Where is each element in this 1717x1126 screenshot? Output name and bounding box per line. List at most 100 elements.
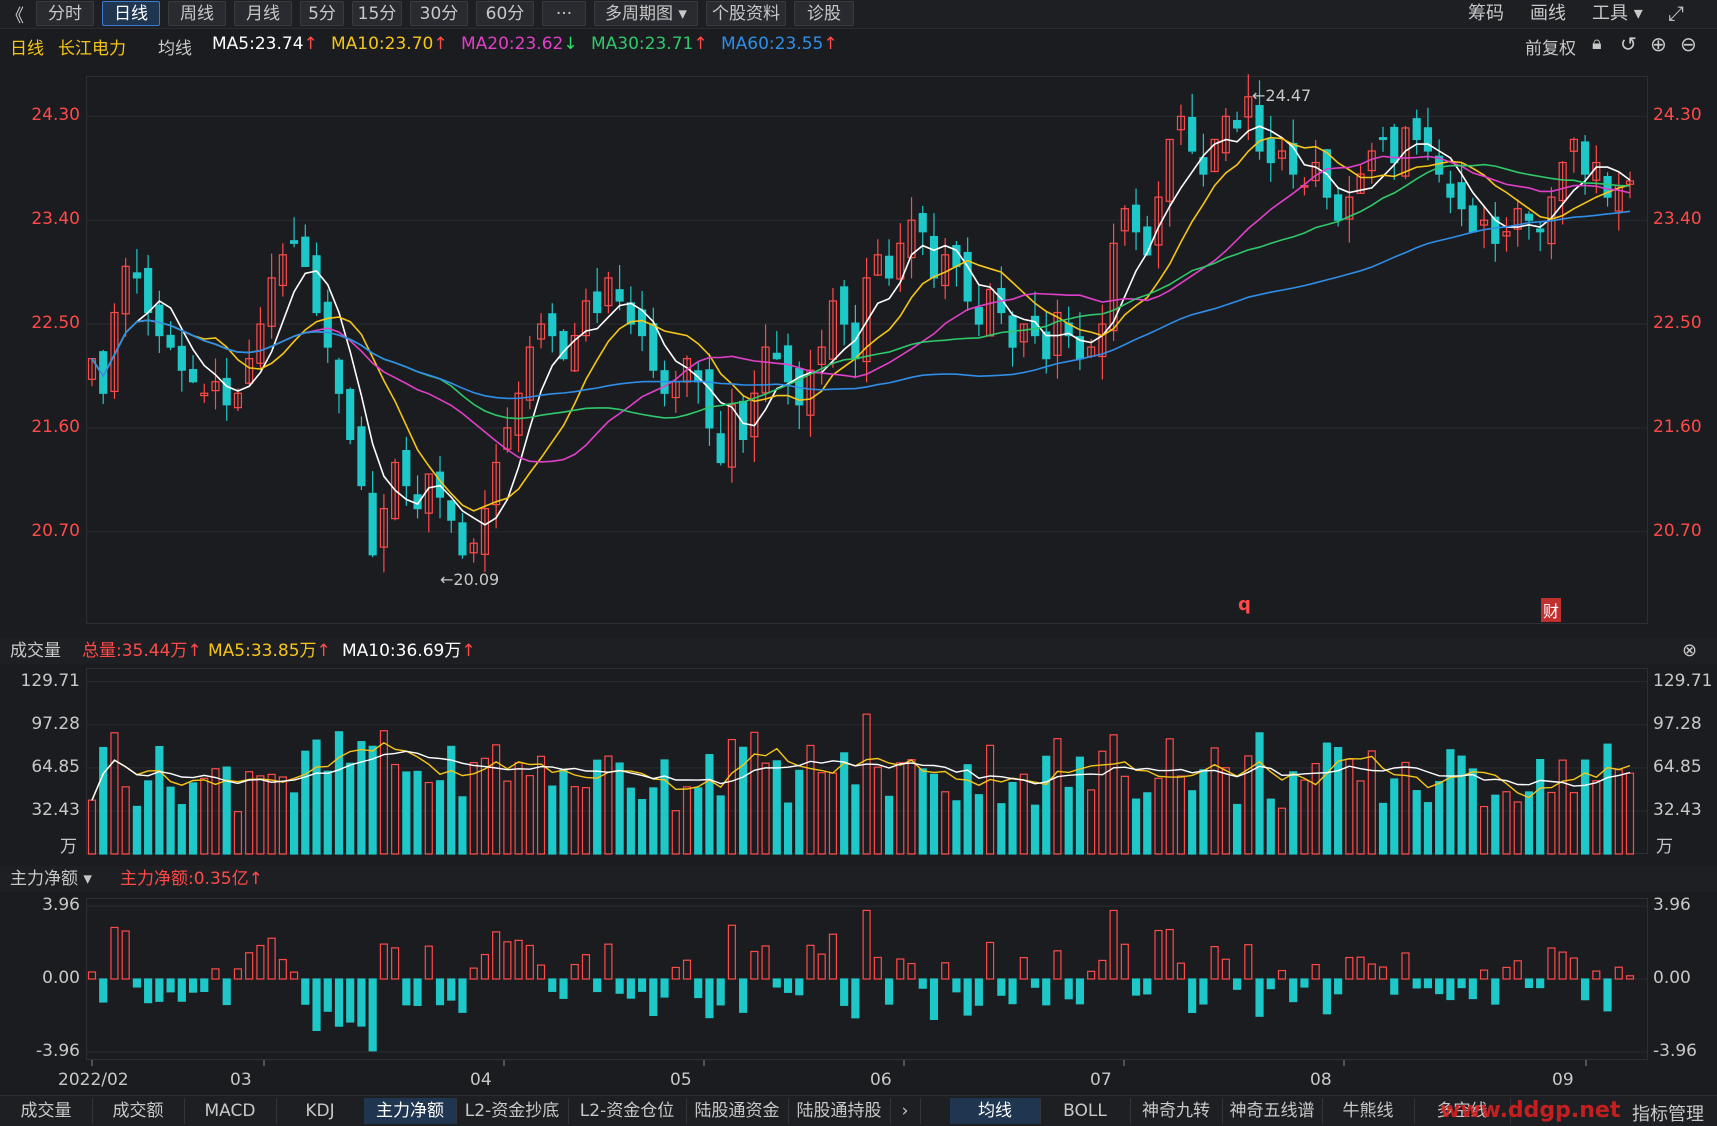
indicator-tab-2[interactable]: MACD [184, 1098, 277, 1124]
netflow-bar [1019, 956, 1028, 980]
indicator-tab-3[interactable]: KDJ [276, 1098, 365, 1124]
tab-5[interactable]: 15分 [352, 1, 402, 26]
netflow-bar [1188, 978, 1197, 1014]
undo-icon[interactable]: ↺ [1620, 32, 1637, 56]
period-toolbar: 《 分时 日线 周线 月线 5分 15分 30分 60分 ··· 多周期图 ▾ 个股资料 诊股 筹码 … [0, 0, 1717, 29]
volume-bar [1356, 780, 1365, 855]
volume-bar [188, 782, 198, 855]
netflow-chart-panel[interactable] [86, 898, 1648, 1060]
netflow-bar [727, 924, 736, 980]
candle-body [896, 242, 905, 280]
close-icon[interactable]: ⊗ [1682, 640, 1698, 661]
indicator-tab-6[interactable]: L2-资金仓位 [568, 1098, 687, 1124]
netflow-bar [851, 978, 860, 1019]
netflow-bar [312, 978, 321, 1031]
volume-bar [514, 762, 523, 855]
draw-line-button[interactable]: 画线 [1530, 3, 1566, 24]
candle-body [1356, 173, 1365, 194]
candle-body [1053, 311, 1062, 356]
tab-8[interactable]: ··· [542, 1, 586, 26]
chip-distribution-button[interactable]: 筹码 [1468, 3, 1504, 24]
netflow-bar [907, 962, 916, 980]
ma30-line [91, 163, 1631, 420]
netflow-bar [694, 978, 703, 999]
netflow-bar [301, 978, 310, 1005]
volume-bar [1446, 749, 1455, 855]
financial-report-marker[interactable]: 财 [1541, 598, 1562, 622]
volume-bar [458, 796, 467, 855]
volume-bar [267, 773, 276, 855]
price-tick-right: 24.30 [1653, 105, 1702, 126]
volume-bar [581, 787, 591, 855]
tab-10[interactable]: 个股资料 [706, 1, 786, 26]
q-marker[interactable]: q [1238, 594, 1251, 615]
candle-body [1042, 331, 1051, 360]
netflow-bar [87, 971, 97, 980]
candle-body [873, 254, 882, 276]
volume-title[interactable]: 成交量 [10, 641, 61, 661]
netflow-bar [1176, 962, 1186, 980]
overlay-tab-5[interactable]: 多空线 [1414, 1098, 1511, 1124]
ma5-line [91, 125, 1631, 526]
tab-6[interactable]: 30分 [410, 1, 468, 26]
tools-menu-button[interactable]: 工具 ▾ [1592, 3, 1643, 24]
lock-icon[interactable]: 🔒︎ [1592, 33, 1602, 54]
tab-3[interactable]: 月线 [234, 1, 292, 26]
indicator-tab-5[interactable]: L2-资金抄底 [456, 1098, 569, 1124]
tab-11[interactable]: 诊股 [794, 1, 854, 26]
chevron-right-icon[interactable]: › [890, 1098, 921, 1124]
netflow-bar [615, 978, 624, 994]
ma-label[interactable]: 均线 [158, 39, 192, 59]
tab-2[interactable]: 周线 [168, 1, 226, 26]
tab-0[interactable]: 分时 [36, 1, 94, 26]
indicator-tab-8[interactable]: 陆股通持股 [788, 1098, 891, 1124]
netflow-bar [750, 950, 759, 980]
volume-bar [795, 769, 804, 855]
overlay-tab-2[interactable]: 神奇九转 [1130, 1098, 1223, 1124]
netflow-bar [1569, 957, 1578, 980]
candle-body [772, 352, 781, 360]
indicator-tab-0[interactable]: 成交量 [0, 1098, 93, 1124]
volume-bar [716, 795, 725, 855]
tab-9[interactable]: 多周期图 ▾ [594, 1, 698, 26]
volume-bar [626, 787, 635, 855]
candle-body [1176, 115, 1186, 131]
volume-bar [772, 760, 781, 855]
overlay-tab-0[interactable]: 均线 [950, 1098, 1041, 1124]
back-button[interactable]: 《 [6, 6, 24, 27]
zoom-in-icon[interactable]: ⊕ [1650, 32, 1667, 56]
netflow-bar [1378, 966, 1388, 980]
candle-body [761, 346, 770, 394]
tab-7[interactable]: 60分 [476, 1, 534, 26]
netflow-bar [469, 967, 478, 980]
volume-header: 成交量 总量:35.44万↑ MA5:33.85万↑ MA10:36.69万↑ … [0, 638, 1717, 664]
netflow-bar [413, 978, 422, 1006]
indicator-manage-button[interactable]: 指标管理 [1632, 1104, 1704, 1125]
netflow-title[interactable]: 主力净额 ▾ [10, 869, 92, 889]
netflow-bar [1008, 978, 1017, 1005]
adjust-mode-button[interactable]: 前复权 [1525, 39, 1576, 59]
candle-body [1468, 205, 1477, 233]
indicator-tab-1[interactable]: 成交额 [92, 1098, 185, 1124]
netflow-tick-right: 3.96 [1653, 895, 1691, 916]
overlay-tab-3[interactable]: 神奇五线谱 [1222, 1098, 1323, 1124]
candle-body [649, 323, 658, 371]
zoom-out-icon[interactable]: ⊖ [1680, 32, 1697, 56]
volume-bar [1569, 792, 1578, 855]
netflow-bar [1390, 978, 1399, 995]
expand-icon[interactable]: ⤢ [1668, 1, 1684, 25]
tab-4[interactable]: 5分 [300, 1, 344, 26]
tab-1[interactable]: 日线 [102, 1, 160, 26]
netflow-bar [817, 953, 826, 980]
overlay-tab-4[interactable]: 牛熊线 [1322, 1098, 1415, 1124]
netflow-bar [245, 952, 254, 980]
price-chart-panel[interactable] [86, 76, 1648, 624]
netflow-bar [671, 966, 680, 980]
netflow-bar [1558, 951, 1567, 980]
volume-bar [1435, 780, 1444, 855]
indicator-tab-7[interactable]: 陆股通资金 [686, 1098, 789, 1124]
indicator-tab-4[interactable]: 主力净额 [364, 1098, 457, 1124]
price-tick-left: 23.40 [31, 209, 80, 230]
netflow-bar [233, 968, 243, 980]
overlay-tab-1[interactable]: BOLL [1040, 1098, 1131, 1124]
